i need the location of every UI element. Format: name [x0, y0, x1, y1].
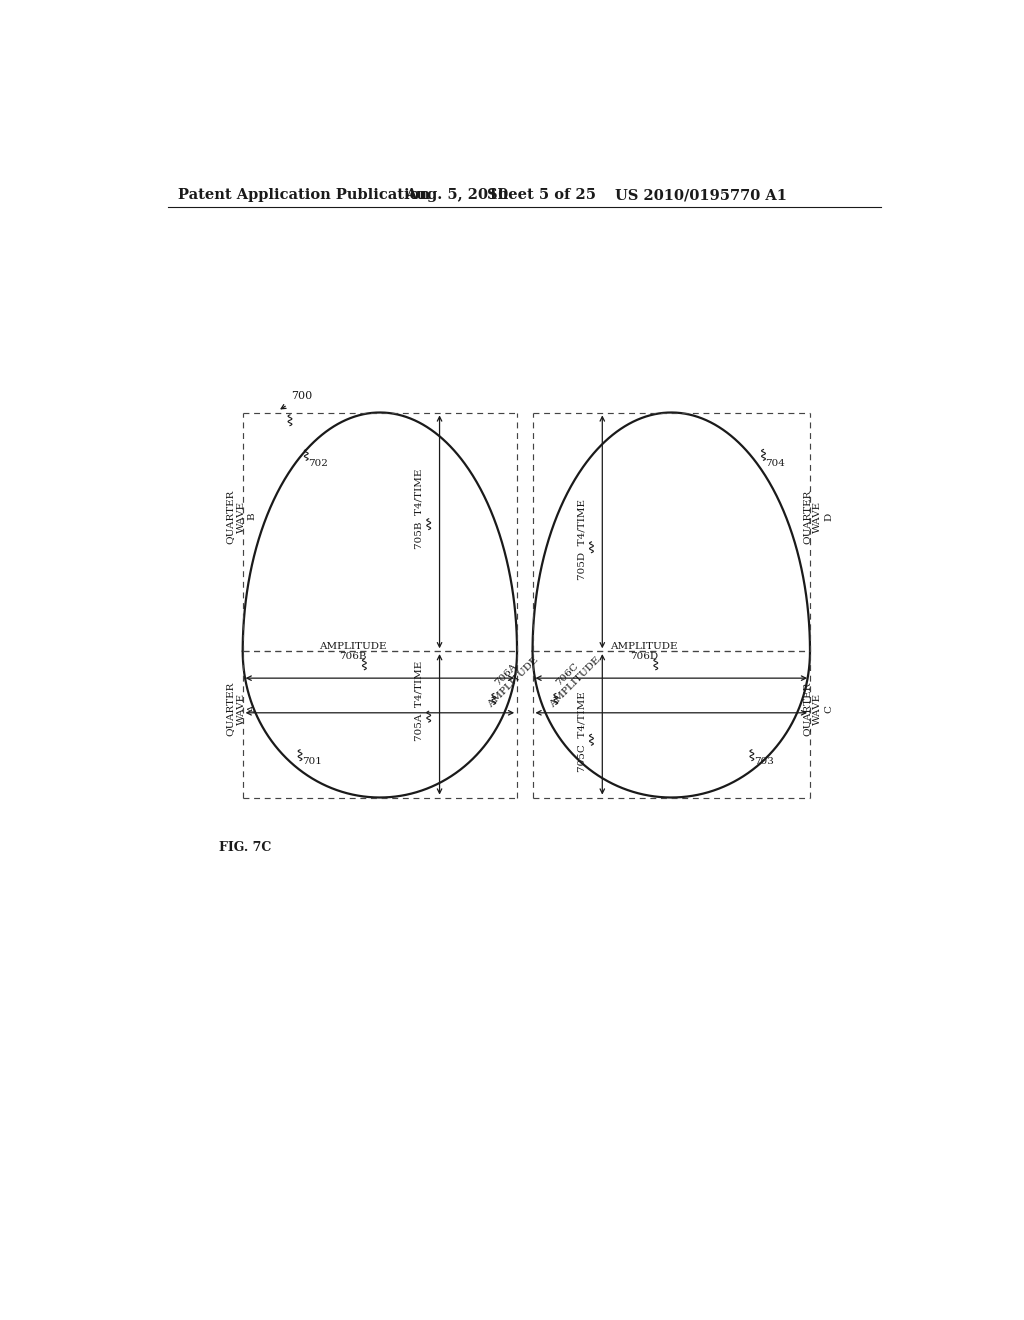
Text: 700: 700: [291, 391, 312, 401]
Text: QUARTER
WAVE
D: QUARTER WAVE D: [802, 490, 834, 544]
Text: 705A  T4/TIME: 705A T4/TIME: [415, 661, 424, 742]
Text: Aug. 5, 2010: Aug. 5, 2010: [406, 189, 509, 202]
Text: QUARTER
WAVE
B: QUARTER WAVE B: [225, 490, 257, 544]
Text: Patent Application Publication: Patent Application Publication: [178, 189, 430, 202]
Text: FIG. 7C: FIG. 7C: [219, 841, 271, 854]
Text: 702: 702: [308, 459, 329, 467]
Text: Sheet 5 of 25: Sheet 5 of 25: [486, 189, 596, 202]
Text: QUARTER
WAVE
C: QUARTER WAVE C: [802, 681, 834, 737]
Text: US 2010/0195770 A1: US 2010/0195770 A1: [614, 189, 786, 202]
Text: 704: 704: [765, 459, 785, 467]
Text: 705C  T4/TIME: 705C T4/TIME: [578, 692, 587, 772]
Text: AMPLITUDE
706D: AMPLITUDE 706D: [610, 642, 678, 661]
Text: 706C
AMPLITUDE: 706C AMPLITUDE: [541, 648, 602, 709]
Text: 706A
AMPLITUDE: 706A AMPLITUDE: [478, 648, 540, 709]
Text: AMPLITUDE
706B: AMPLITUDE 706B: [319, 642, 386, 661]
Text: 703: 703: [755, 758, 774, 767]
Text: 701: 701: [302, 758, 323, 767]
Text: QUARTER
WAVE
A: QUARTER WAVE A: [225, 681, 257, 737]
Text: 705B  T4/TIME: 705B T4/TIME: [415, 469, 424, 549]
Text: 705D  T4/TIME: 705D T4/TIME: [578, 499, 587, 579]
